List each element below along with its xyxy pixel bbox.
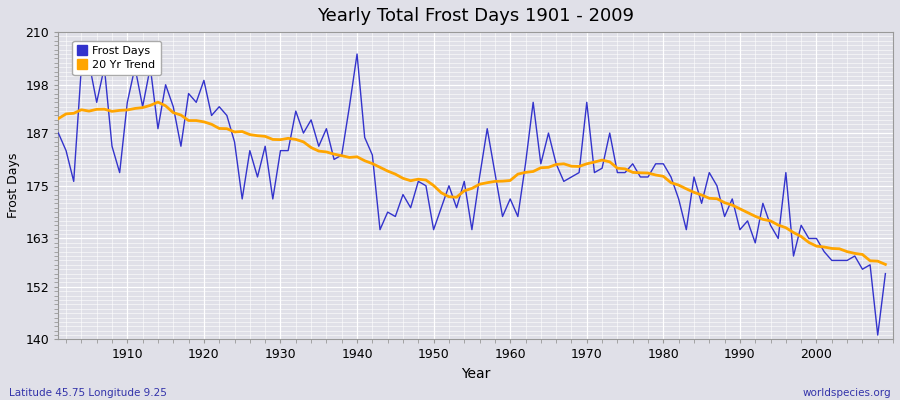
X-axis label: Year: Year	[461, 367, 491, 381]
Title: Yearly Total Frost Days 1901 - 2009: Yearly Total Frost Days 1901 - 2009	[317, 7, 634, 25]
Text: worldspecies.org: worldspecies.org	[803, 388, 891, 398]
Legend: Frost Days, 20 Yr Trend: Frost Days, 20 Yr Trend	[72, 41, 161, 75]
Y-axis label: Frost Days: Frost Days	[7, 153, 20, 218]
Text: Latitude 45.75 Longitude 9.25: Latitude 45.75 Longitude 9.25	[9, 388, 166, 398]
